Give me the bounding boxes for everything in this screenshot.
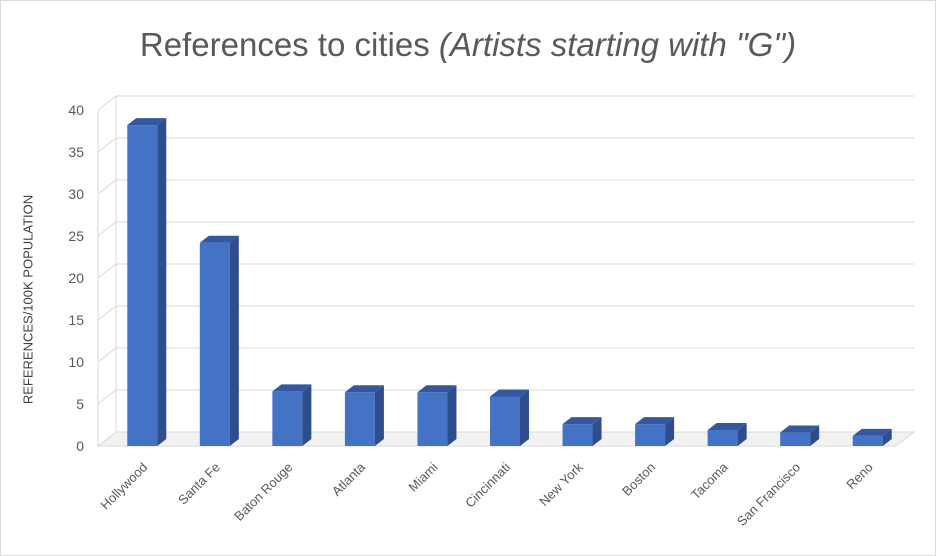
bar [635,424,666,446]
y-tick-label: 30 [68,186,84,202]
bar [780,432,811,446]
y-tick-label: 5 [76,396,84,412]
bar-side [157,118,167,447]
bar-side [592,417,602,446]
bar-top [562,417,602,425]
bar-side [665,417,675,446]
bar-top [635,417,675,425]
x-tick-label: Miami [405,459,440,494]
bar [707,430,738,446]
x-tick-label: Tacoma [688,459,731,502]
y-tick-label: 10 [68,354,84,370]
bar-top [852,428,892,436]
x-tick-label: Atlanta [329,459,369,499]
x-tick-label: Cincinnati [462,459,513,510]
bar-side [447,385,457,446]
x-tick-label: Baton Rouge [231,460,295,524]
bar [562,424,593,446]
x-tick-label: San Francisco [734,460,803,529]
bar-side [810,425,820,446]
x-tick-label: New York [536,459,586,509]
x-tick-label: Santa Fe [175,460,223,508]
bar-top [490,389,529,397]
y-tick-label: 15 [68,312,84,328]
chart-title-italic: (Artists starting with "G") [438,26,797,63]
y-tick-label: 20 [68,270,84,286]
chart-title-main: References to cities [139,26,430,63]
chart-title: References to cities (Artists starting w… [0,26,936,64]
bar [272,391,303,446]
bar-side [737,423,747,446]
bar-top [127,118,167,126]
y-tick-label: 0 [76,438,84,454]
bar [199,242,230,446]
gridline [97,179,914,195]
bar [490,396,520,446]
gridline [97,221,914,237]
x-tick-label: Boston [619,460,658,499]
y-tick-label: 40 [68,102,84,118]
bar [344,392,375,446]
bar [417,392,448,446]
bar-top [199,235,239,243]
gridline [97,137,914,153]
bar [127,125,158,447]
bar-side [229,235,239,446]
bar-side [302,384,312,446]
y-tick-label: 35 [68,144,84,160]
gridline [97,95,914,111]
bar-top [780,425,820,433]
bar-top [272,384,312,392]
y-tick-label: 25 [68,228,84,244]
x-tick-label: Reno [843,460,876,493]
bar-side [374,385,384,446]
bar-top [707,423,747,431]
x-tick-label: Hollywood [97,460,150,513]
bar [852,435,883,446]
bar-top [344,385,384,393]
bar-side [882,428,892,446]
bar-side [520,389,529,446]
bar-top [417,385,457,393]
